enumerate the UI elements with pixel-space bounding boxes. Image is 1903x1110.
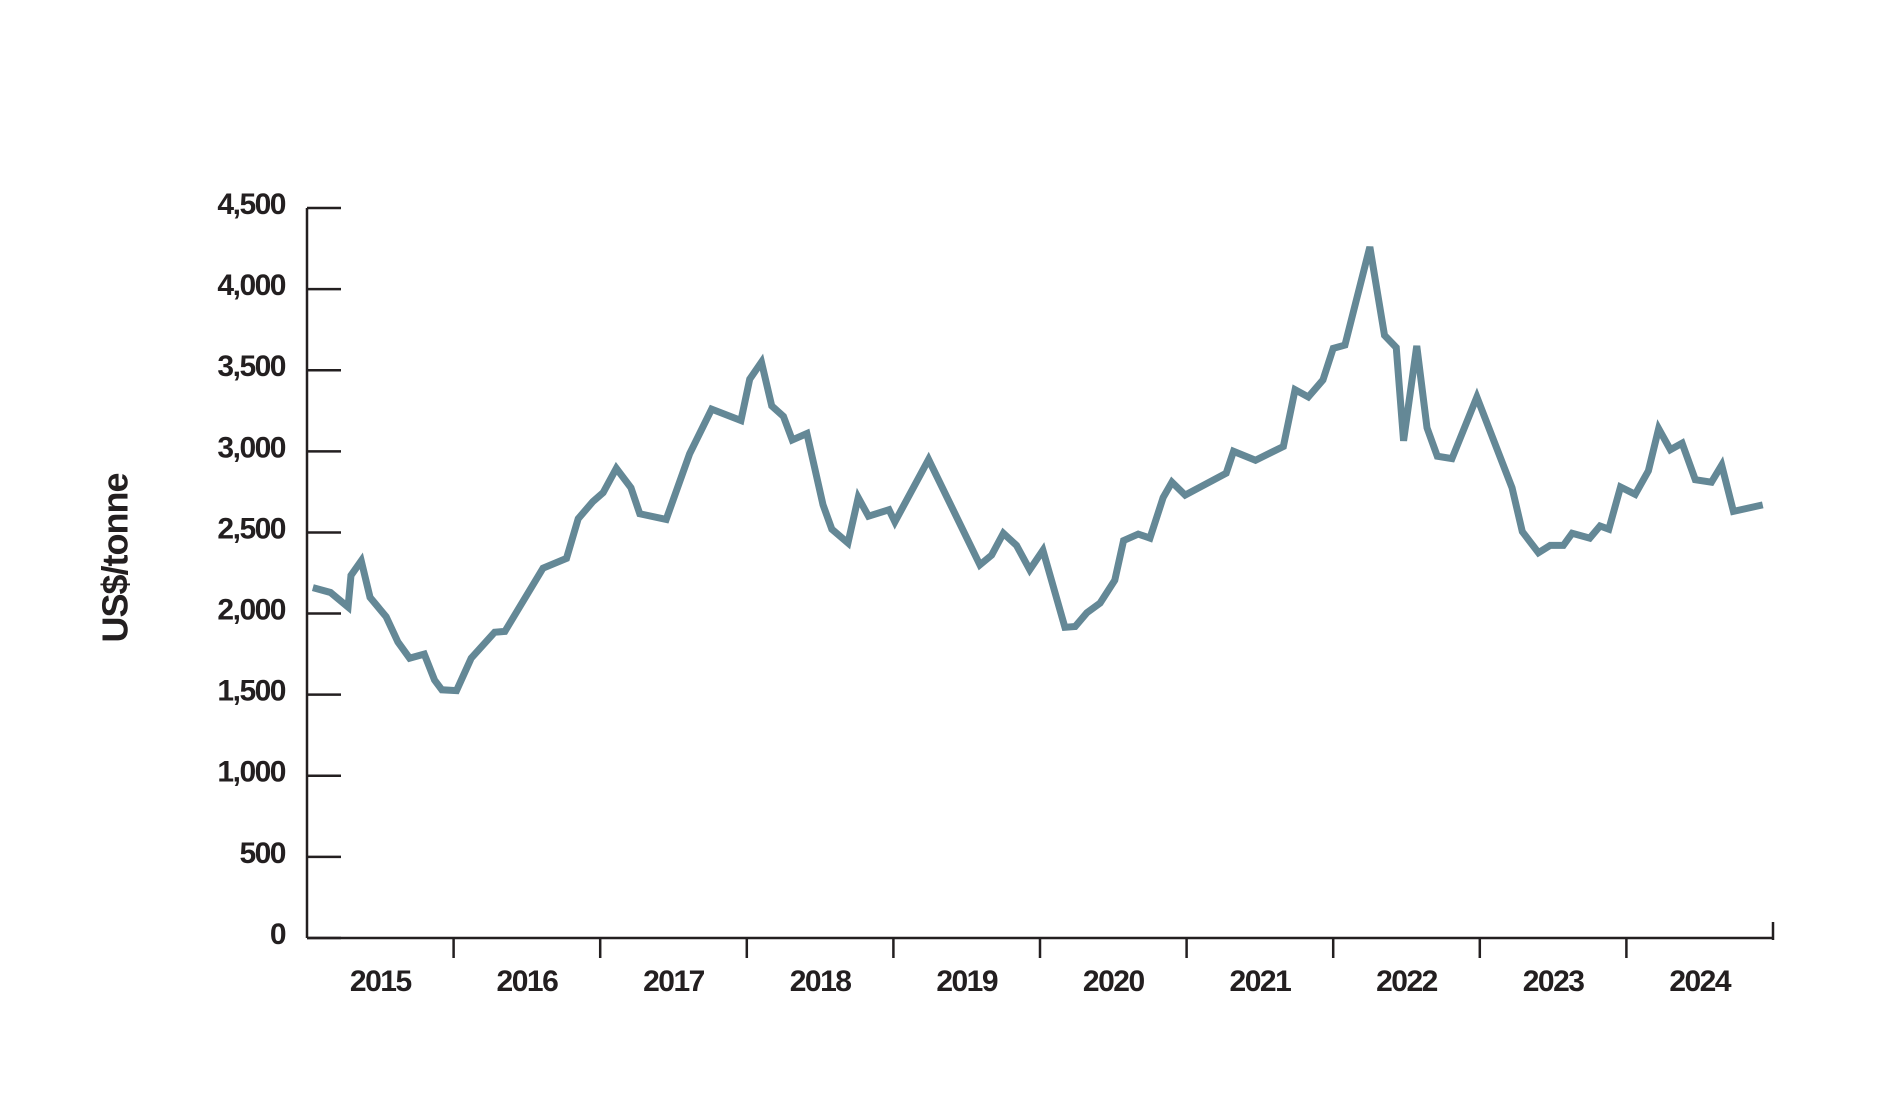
y-tick-label: 2,500 [217, 512, 285, 545]
x-tick-label: 2024 [1669, 965, 1732, 998]
x-tick-label: 2020 [1083, 965, 1145, 998]
y-tick-label: 1,000 [217, 756, 285, 789]
y-tick-label: 4,000 [217, 269, 285, 302]
x-tick-label: 2017 [643, 965, 705, 998]
x-tick-label: 2015 [350, 965, 412, 998]
x-tick-label: 2018 [790, 965, 852, 998]
y-tick-label: 2,000 [217, 593, 285, 626]
y-tick-label: 4,500 [217, 188, 285, 221]
y-tick-label: 1,500 [217, 675, 285, 708]
x-tick-label: 2023 [1523, 965, 1585, 998]
y-tick-label: 3,500 [217, 350, 285, 383]
x-tick-label: 2016 [497, 965, 559, 998]
x-tick-label: 2022 [1376, 965, 1438, 998]
x-tick-label: 2019 [936, 965, 998, 998]
y-tick-label: 500 [239, 837, 285, 870]
y-tick-label: 0 [270, 918, 286, 951]
y-tick-label: 3,000 [217, 431, 285, 464]
y-axis-title: US$/tonne [95, 473, 136, 642]
price-line [311, 246, 1764, 695]
x-tick-label: 2021 [1230, 965, 1292, 998]
